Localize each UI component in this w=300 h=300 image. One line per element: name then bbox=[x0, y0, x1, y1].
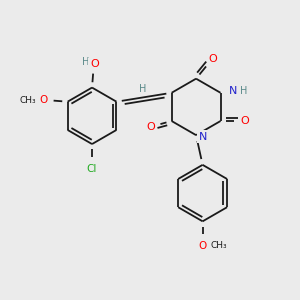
Text: O: O bbox=[208, 54, 217, 64]
Text: CH₃: CH₃ bbox=[19, 96, 36, 105]
Text: O: O bbox=[39, 95, 47, 105]
Text: CH₃: CH₃ bbox=[211, 241, 227, 250]
Text: O: O bbox=[240, 116, 249, 126]
Text: N: N bbox=[229, 86, 237, 96]
Text: H: H bbox=[139, 84, 146, 94]
Text: N: N bbox=[198, 132, 207, 142]
Text: H: H bbox=[240, 86, 247, 96]
Text: O: O bbox=[90, 59, 99, 69]
Text: O: O bbox=[199, 241, 207, 251]
Text: O: O bbox=[146, 122, 155, 132]
Text: Cl: Cl bbox=[87, 164, 97, 174]
Text: H: H bbox=[82, 57, 89, 67]
